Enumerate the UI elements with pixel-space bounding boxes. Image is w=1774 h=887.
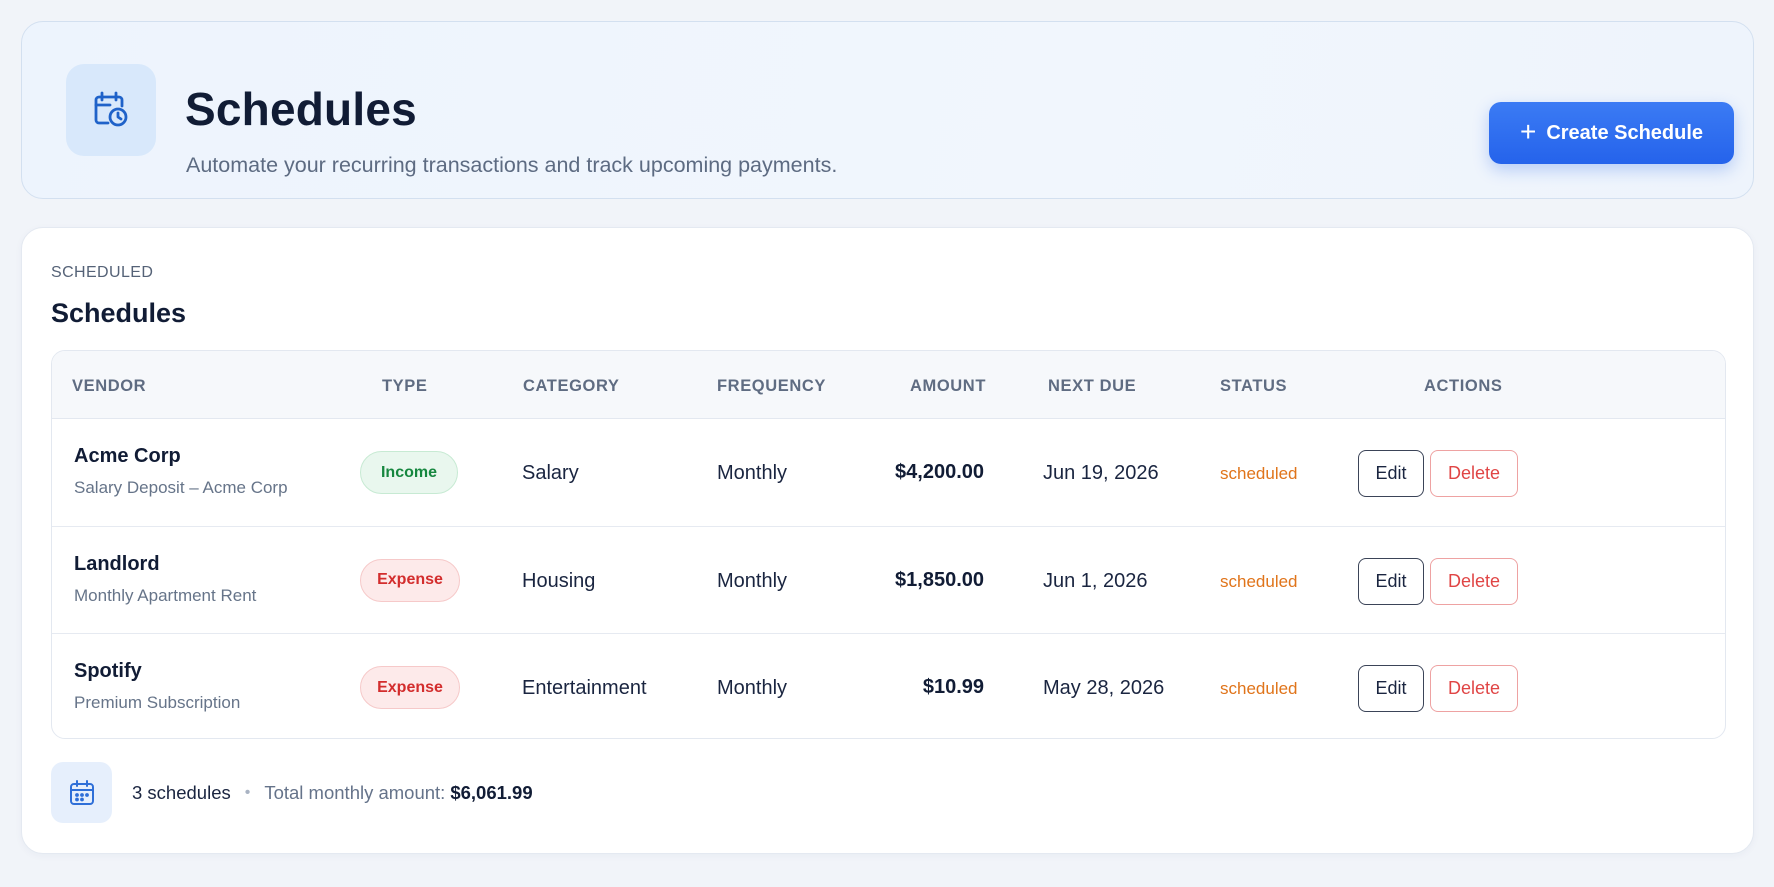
table-row: Acme Corp Salary Deposit – Acme Corp Inc… [52, 419, 1725, 527]
column-header-amount: AMOUNT [910, 377, 987, 395]
plus-icon: + [1519, 115, 1537, 147]
frequency-cell: Monthly [717, 677, 788, 699]
amount-cell: $4,200.00 [895, 461, 984, 483]
table-header: VENDOR TYPE CATEGORY FREQUENCY AMOUNT NE… [52, 351, 1725, 419]
column-header-status: STATUS [1220, 377, 1288, 395]
calendar-icon [51, 762, 112, 823]
status-badge: scheduled [1220, 571, 1298, 591]
calendar-clock-icon [66, 64, 156, 156]
category-cell: Salary [522, 462, 579, 484]
column-header-actions: ACTIONS [1424, 377, 1503, 395]
amount-cell: $10.99 [922, 676, 984, 698]
delete-button[interactable]: Delete [1430, 450, 1518, 497]
edit-button[interactable]: Edit [1358, 665, 1424, 712]
category-cell: Entertainment [522, 677, 647, 699]
column-header-vendor: VENDOR [72, 377, 147, 395]
create-schedule-button[interactable]: + Create Schedule [1489, 102, 1734, 164]
next-due-cell: Jun 19, 2026 [1043, 462, 1159, 484]
section-title: Schedules [51, 298, 187, 328]
page-subtitle: Automate your recurring transactions and… [186, 153, 838, 177]
column-header-category: CATEGORY [523, 377, 620, 395]
amount-cell: $1,850.00 [895, 568, 984, 591]
frequency-cell: Monthly [717, 462, 788, 484]
delete-button[interactable]: Delete [1430, 557, 1518, 605]
page-title: Schedules [185, 83, 417, 135]
schedules-card: SCHEDULED Schedules VENDOR TYPE CATEGORY… [21, 227, 1754, 854]
schedules-table: VENDOR TYPE CATEGORY FREQUENCY AMOUNT NE… [51, 350, 1726, 739]
total-label: Total monthly amount: [264, 782, 446, 803]
column-header-type: TYPE [382, 377, 428, 395]
type-badge-expense: Expense [360, 666, 460, 709]
type-badge-income: Income [360, 451, 458, 494]
table-row: Landlord Monthly Apartment Rent Expense … [52, 527, 1725, 634]
next-due-cell: Jun 1, 2026 [1043, 569, 1148, 592]
column-header-frequency: FREQUENCY [717, 377, 826, 395]
next-due-cell: May 28, 2026 [1043, 677, 1165, 699]
column-header-next-due: NEXT DUE [1048, 377, 1137, 395]
vendor-description: Salary Deposit – Acme Corp [74, 478, 288, 497]
edit-button[interactable]: Edit [1358, 450, 1424, 497]
separator-dot: • [244, 784, 251, 801]
vendor-description: Premium Subscription [74, 693, 241, 712]
vendor-description: Monthly Apartment Rent [74, 585, 257, 605]
edit-button[interactable]: Edit [1358, 557, 1424, 605]
total-value: $6,061.99 [450, 782, 533, 803]
vendor-name: Spotify [74, 660, 142, 682]
create-schedule-label: Create Schedule [1546, 121, 1704, 144]
frequency-cell: Monthly [717, 569, 788, 592]
table-row: Spotify Premium Subscription Expense Ent… [52, 634, 1725, 738]
vendor-name: Landlord [74, 552, 160, 575]
category-cell: Housing [522, 569, 596, 592]
page-header: Schedules Automate your recurring transa… [21, 21, 1754, 199]
vendor-name: Acme Corp [74, 445, 181, 467]
schedule-count: 3 schedules [132, 782, 231, 803]
status-badge: scheduled [1220, 679, 1298, 698]
section-eyebrow: SCHEDULED [51, 264, 154, 281]
status-badge: scheduled [1220, 464, 1298, 483]
type-badge-expense: Expense [360, 558, 460, 602]
delete-button[interactable]: Delete [1430, 665, 1518, 712]
schedule-summary: 3 schedules • Total monthly amount: $6,0… [132, 782, 533, 804]
